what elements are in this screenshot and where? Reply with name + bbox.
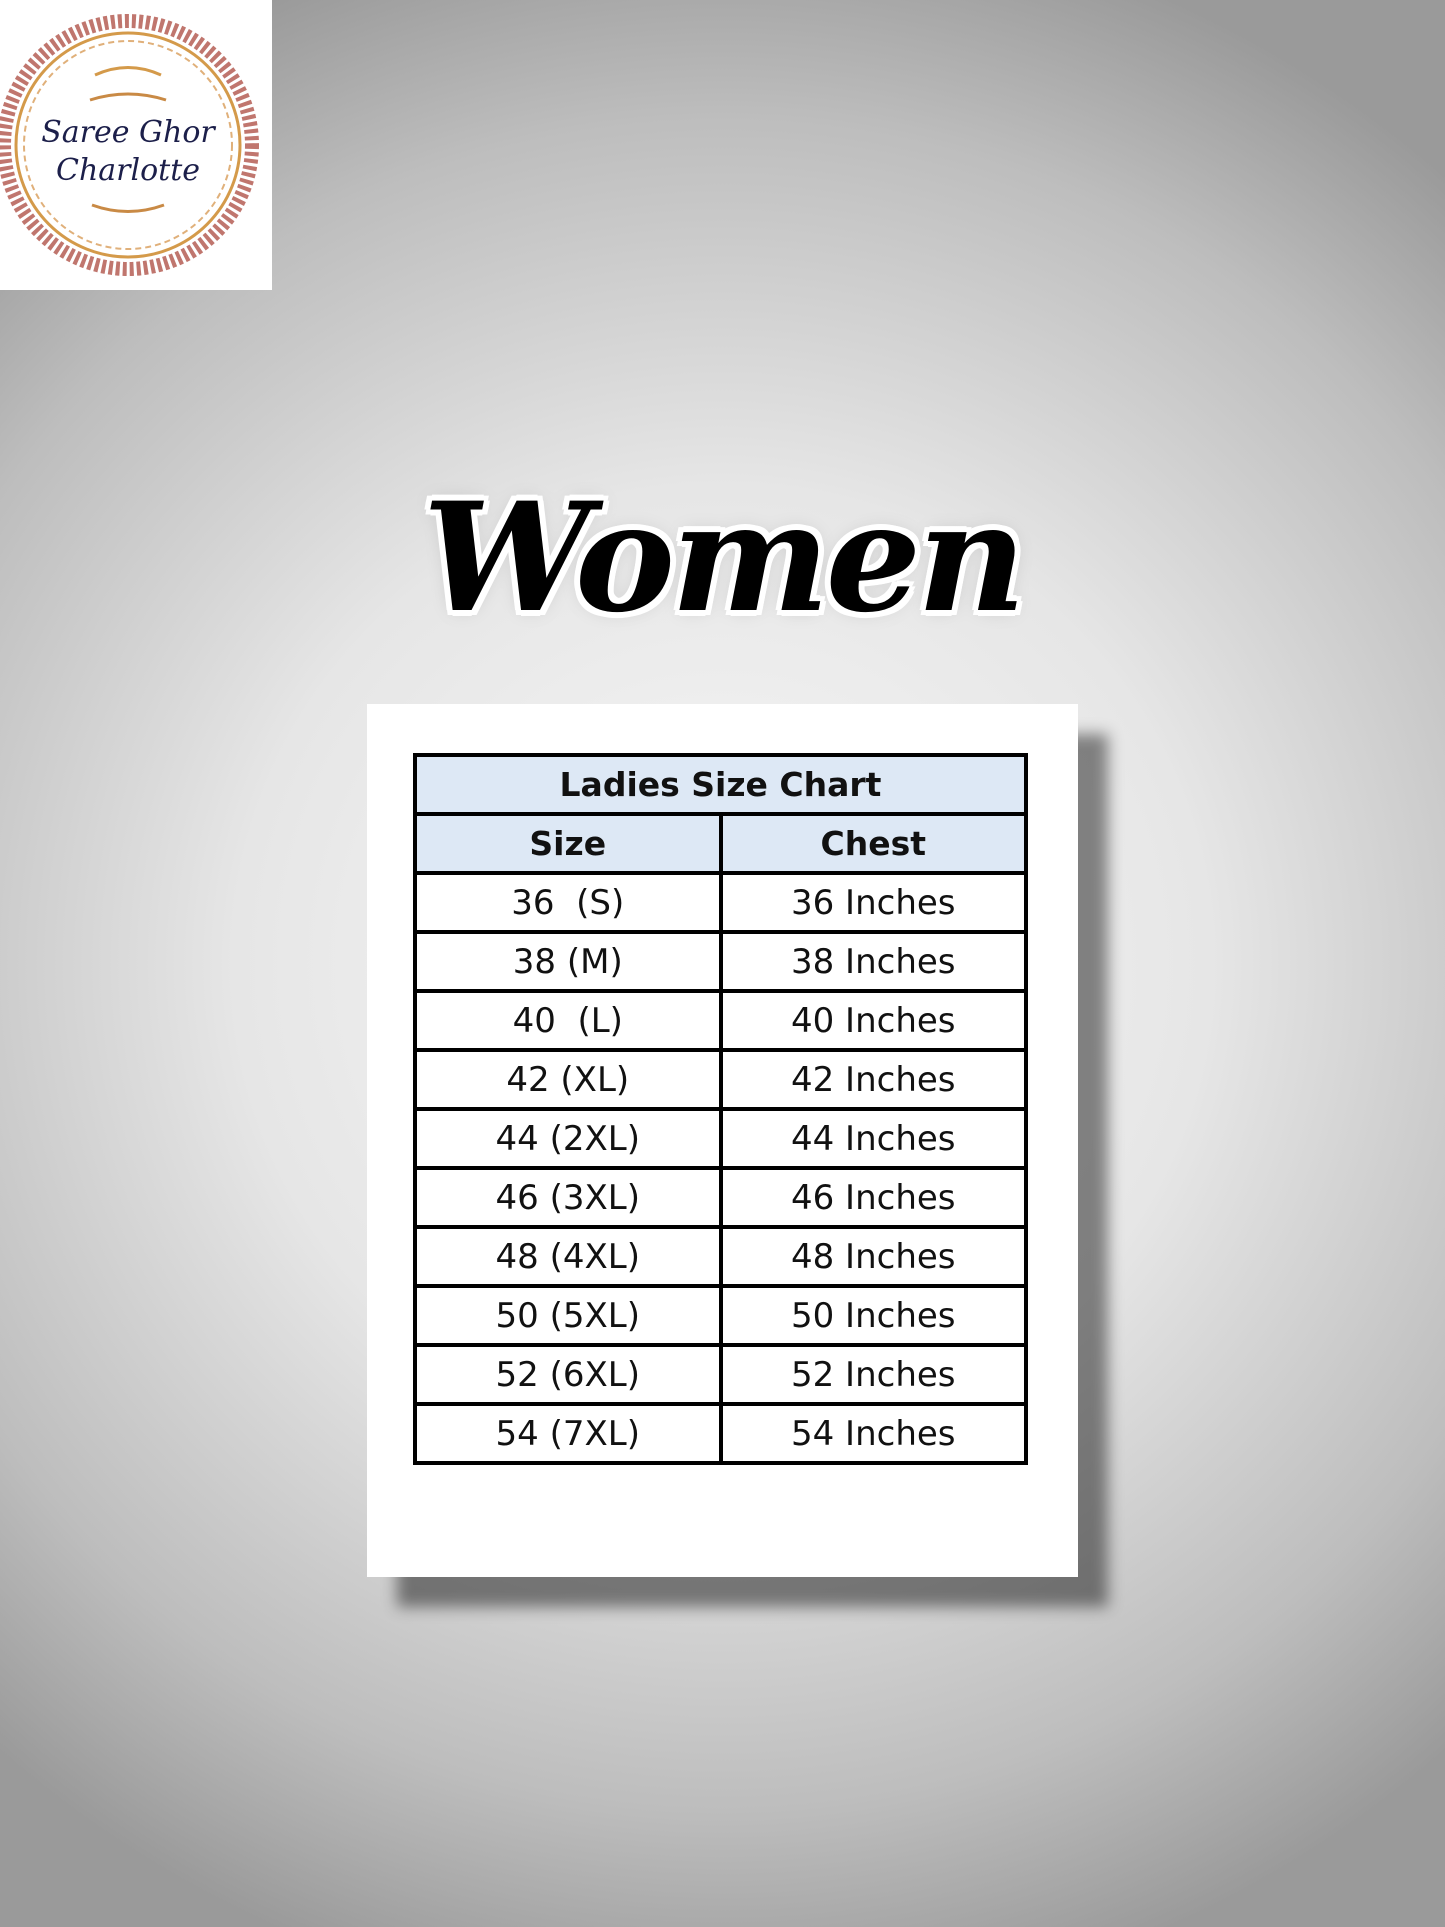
table-row: 48 (4XL) 48 Inches [413, 1225, 1028, 1288]
chest-cell: 44 Inches [718, 1107, 1028, 1170]
page-heading: Women [422, 470, 1026, 646]
column-header-chest: Chest [718, 812, 1028, 875]
size-cell: 50 (5XL) [413, 1284, 723, 1347]
chest-cell: 38 Inches [718, 930, 1028, 993]
table-title: Ladies Size Chart [413, 753, 1028, 816]
size-cell: 52 (6XL) [413, 1343, 723, 1406]
size-cell: 36 (S) [413, 871, 723, 934]
table-row: 42 (XL) 42 Inches [413, 1048, 1028, 1111]
table-row: 40 (L) 40 Inches [413, 989, 1028, 1052]
chest-cell: 54 Inches [718, 1402, 1028, 1465]
table-row: 36 (S) 36 Inches [413, 871, 1028, 934]
chest-cell: 48 Inches [718, 1225, 1028, 1288]
brand-logo: Saree Ghor Charlotte [0, 0, 272, 290]
size-cell: 46 (3XL) [413, 1166, 723, 1229]
chest-cell: 36 Inches [718, 871, 1028, 934]
size-cell: 54 (7XL) [413, 1402, 723, 1465]
size-cell: 48 (4XL) [413, 1225, 723, 1288]
chest-cell: 46 Inches [718, 1166, 1028, 1229]
table-row: 52 (6XL) 52 Inches [413, 1343, 1028, 1406]
table-row: 44 (2XL) 44 Inches [413, 1107, 1028, 1170]
table-row: 46 (3XL) 46 Inches [413, 1166, 1028, 1229]
size-cell: 44 (2XL) [413, 1107, 723, 1170]
size-chart-table: Ladies Size Chart Size Chest 36 (S) 36 In… [413, 753, 1028, 1465]
column-header-size: Size [413, 812, 723, 875]
chest-cell: 40 Inches [718, 989, 1028, 1052]
logo-text-line1: Saree Ghor [41, 115, 216, 150]
table-row: 50 (5XL) 50 Inches [413, 1284, 1028, 1347]
size-chart-card: Ladies Size Chart Size Chest 36 (S) 36 In… [367, 704, 1078, 1577]
logo-text-line2: Charlotte [56, 153, 200, 188]
chest-cell: 42 Inches [718, 1048, 1028, 1111]
logo-seal-icon: Saree Ghor Charlotte [0, 14, 259, 276]
size-cell: 38 (M) [413, 930, 723, 993]
size-cell: 42 (XL) [413, 1048, 723, 1111]
table-row: 54 (7XL) 54 Inches [413, 1402, 1028, 1465]
chest-cell: 52 Inches [718, 1343, 1028, 1406]
table-row: 38 (M) 38 Inches [413, 930, 1028, 993]
chest-cell: 50 Inches [718, 1284, 1028, 1347]
size-cell: 40 (L) [413, 989, 723, 1052]
